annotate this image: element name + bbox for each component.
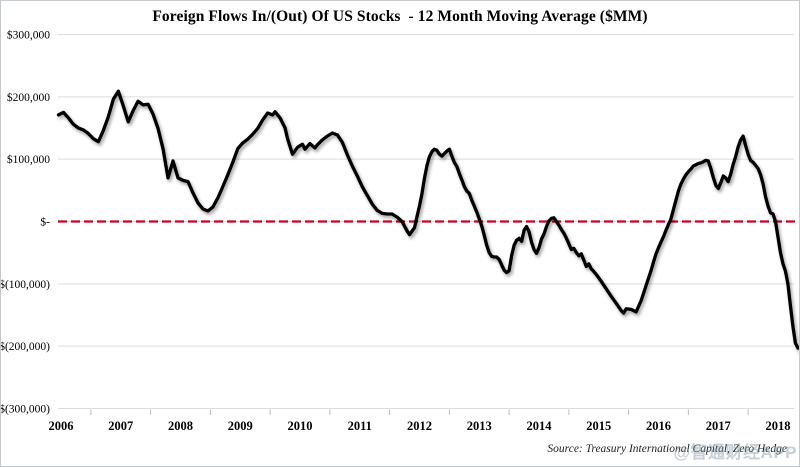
x-tick-label: 2013 [467,419,492,433]
x-tick-label: 2010 [288,419,313,433]
y-axis-labels: $300,000 $200,000 $100,000 $- $(100,000) $(20… [1,29,50,416]
x-tick-label: 2008 [168,419,193,433]
y-tick-label: $300,000 [7,29,50,42]
x-axis-labels: 2006 2007 2008 2009 2010 2011 2012 2013 2014 2015… [49,419,791,433]
x-tick-label: 2011 [348,419,372,433]
source-credit: Source: Treasury International Capital, … [547,443,787,455]
series-path [56,89,799,350]
x-tick-label: 2017 [706,419,731,433]
x-tick-label: 2009 [228,419,253,433]
x-tick-label: 2012 [407,419,432,433]
x-tick-label: 2015 [586,419,611,433]
chart-title: Foreign Flows In/(Out) Of US Stocks - 12… [152,8,648,25]
y-tick-label: $- [40,216,50,229]
x-tick-label: 2007 [108,419,133,433]
x-tick-label: 2016 [646,419,671,433]
x-tick-label: 2014 [527,419,553,433]
y-tick-label: $200,000 [7,91,50,104]
x-axis-ticks [90,409,749,415]
y-tick-label: $(300,000) [1,403,50,416]
watermark: @智通财经APP [673,443,797,462]
x-tick-label: 2006 [49,419,74,433]
moving-average-line [56,89,799,350]
y-tick-label: $(200,000) [1,340,50,353]
y-tick-label: $(100,000) [1,278,50,291]
x-tick-label: 2018 [766,419,791,433]
y-tick-label: $100,000 [7,153,50,166]
